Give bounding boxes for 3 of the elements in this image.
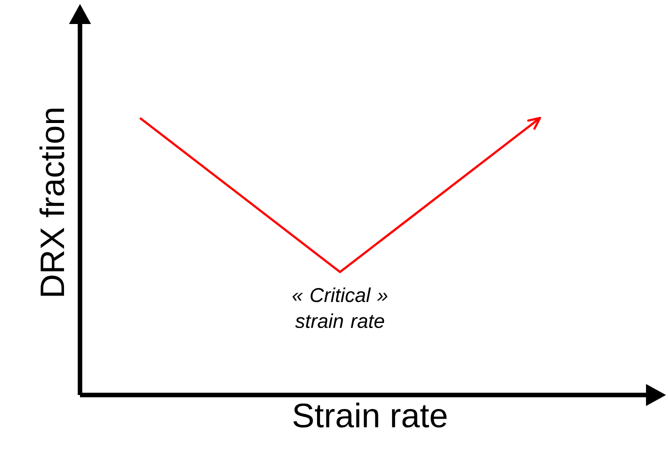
x-axis-title: Strain rate — [293, 402, 447, 428]
y-axis-title: DRX fraction — [39, 108, 64, 296]
annotation: « Critical » strain rate — [292, 288, 388, 328]
